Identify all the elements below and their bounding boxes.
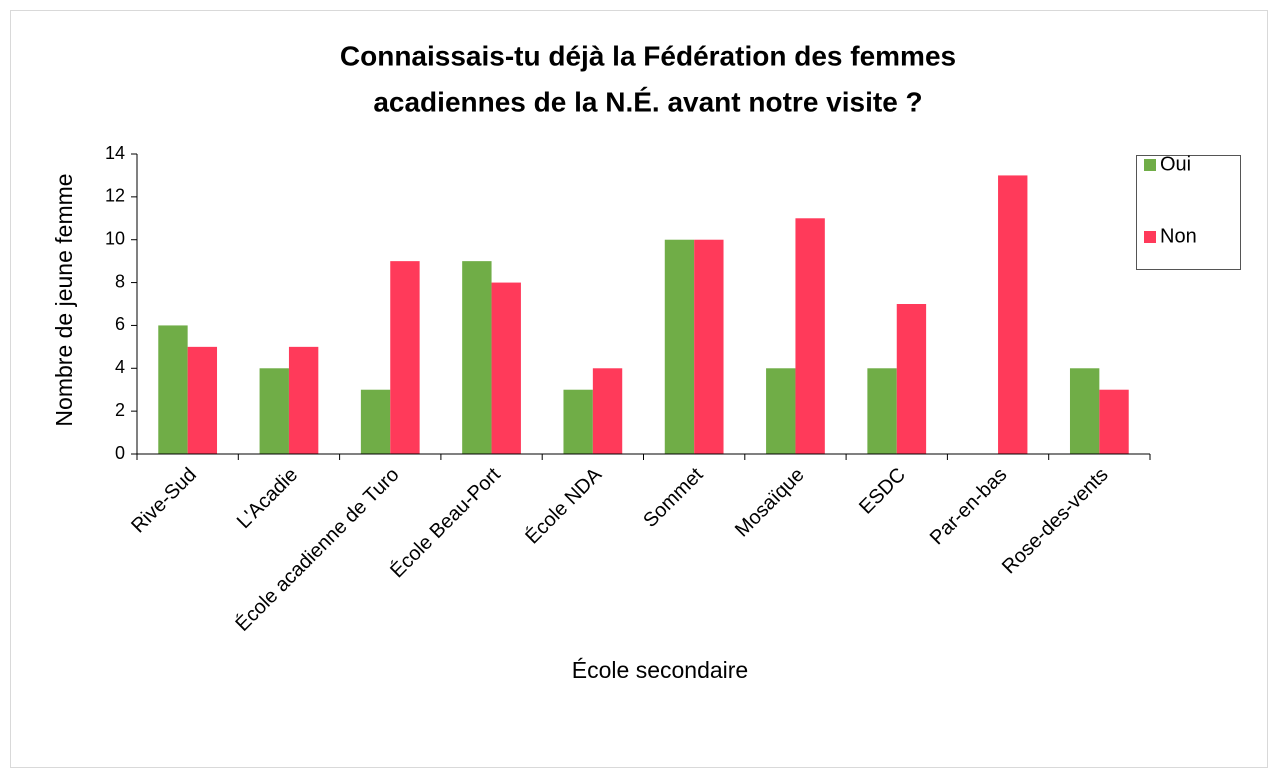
- bar: [1069, 368, 1100, 454]
- y-tick-label: 2: [115, 400, 125, 420]
- y-axis-label: Nombre de jeune femme: [51, 173, 77, 426]
- bar: [187, 346, 218, 454]
- y-tick-label: 6: [115, 314, 125, 334]
- legend-swatch: [1144, 159, 1156, 171]
- bar: [896, 304, 927, 454]
- legend-swatch: [1144, 231, 1156, 243]
- bar: [1099, 389, 1129, 454]
- bar: [867, 368, 897, 454]
- x-axis-label: École secondaire: [572, 657, 748, 683]
- y-tick-label: 14: [105, 143, 125, 163]
- chart-title: Connaissais-tu déjà la Fédération des fe…: [340, 40, 956, 71]
- bar: [360, 389, 391, 454]
- chart-title: acadiennes de la N.É. avant notre visite…: [373, 86, 922, 117]
- bar: [694, 239, 724, 454]
- legend-label: Oui: [1160, 153, 1191, 175]
- y-tick-label: 12: [105, 186, 125, 206]
- bar: [390, 261, 420, 454]
- y-tick-label: 10: [105, 228, 125, 248]
- bar: [288, 346, 319, 454]
- bar: [664, 239, 695, 454]
- y-tick-label: 8: [115, 271, 125, 291]
- y-tick-label: 0: [115, 443, 125, 463]
- bar: [795, 218, 825, 454]
- bar: [259, 368, 289, 454]
- bar: [563, 389, 593, 454]
- chart-frame: [10, 10, 1268, 768]
- bar: [158, 325, 188, 454]
- y-tick-label: 4: [115, 357, 125, 377]
- bar: [998, 175, 1028, 454]
- bar: [592, 368, 623, 454]
- legend-label: Non: [1160, 225, 1197, 247]
- legend-box: [1136, 155, 1241, 270]
- bar: [491, 282, 521, 454]
- bar: [766, 368, 796, 454]
- bar: [462, 261, 492, 454]
